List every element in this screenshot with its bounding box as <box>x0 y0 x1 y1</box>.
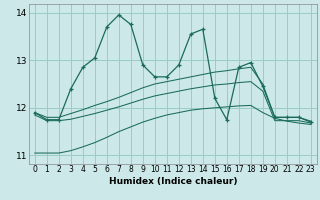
X-axis label: Humidex (Indice chaleur): Humidex (Indice chaleur) <box>108 177 237 186</box>
